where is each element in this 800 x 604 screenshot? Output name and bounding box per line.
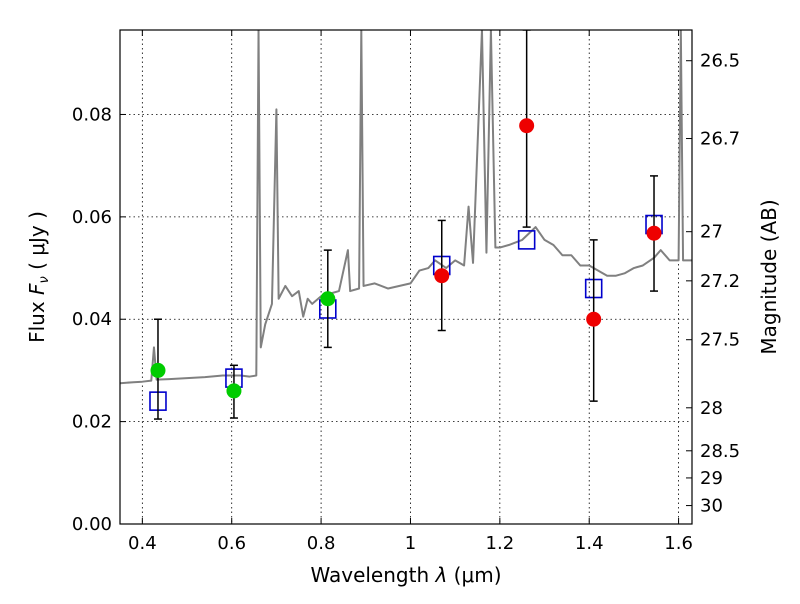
x-tick-label: 1.6 xyxy=(664,533,693,554)
right-tick-label: 29 xyxy=(700,468,723,489)
observed-flux-point xyxy=(150,362,166,378)
right-tick-label: 30 xyxy=(700,496,723,517)
model-square-point xyxy=(517,230,536,250)
y-tick-label: 0.04 xyxy=(72,309,112,330)
plot-frame xyxy=(119,29,693,525)
observed-flux-point xyxy=(226,383,242,399)
right-tick-label: 28 xyxy=(700,398,723,419)
y-tick-label: 0.08 xyxy=(72,104,112,125)
observed-flux-point xyxy=(519,118,535,134)
plot-area xyxy=(120,30,692,420)
spectrum-line xyxy=(120,30,692,385)
observed-flux-point xyxy=(434,268,450,284)
axis-ticks: 0.4 0.6 0.8 1 1.2 1.4 1.6 0.00 0.02 0.04 0.06 0.08 2… xyxy=(72,30,740,554)
right-tick-label: 26.7 xyxy=(700,129,740,150)
right-tick-label: 28.5 xyxy=(700,441,740,462)
right-tick-label: 27.5 xyxy=(700,330,740,351)
y-tick-label: 0.06 xyxy=(72,207,112,228)
x-tick-label: 0.8 xyxy=(307,533,336,554)
x-axis-label: Wavelength λ (μm) xyxy=(310,563,501,587)
grid-lines xyxy=(120,30,692,524)
observed-flux-point xyxy=(586,311,602,327)
right-tick-label: 26.5 xyxy=(700,51,740,72)
right-axis-label: Magnitude (AB) xyxy=(757,199,781,354)
y-tick-label: 0.02 xyxy=(72,412,112,433)
observed-flux-point xyxy=(646,225,662,241)
x-tick-label: 1.2 xyxy=(486,533,515,554)
observed-flux-point xyxy=(320,291,336,307)
x-tick-label: 1.4 xyxy=(575,533,604,554)
right-tick-label: 27 xyxy=(700,222,723,243)
y-tick-label: 0.00 xyxy=(72,514,112,535)
y-axis-label: Flux Fν ( μJy ) xyxy=(25,211,52,343)
x-tick-label: 1 xyxy=(405,533,416,554)
x-tick-label: 0.6 xyxy=(217,533,246,554)
x-tick-label: 0.4 xyxy=(128,533,157,554)
right-tick-label: 27.2 xyxy=(700,271,740,292)
